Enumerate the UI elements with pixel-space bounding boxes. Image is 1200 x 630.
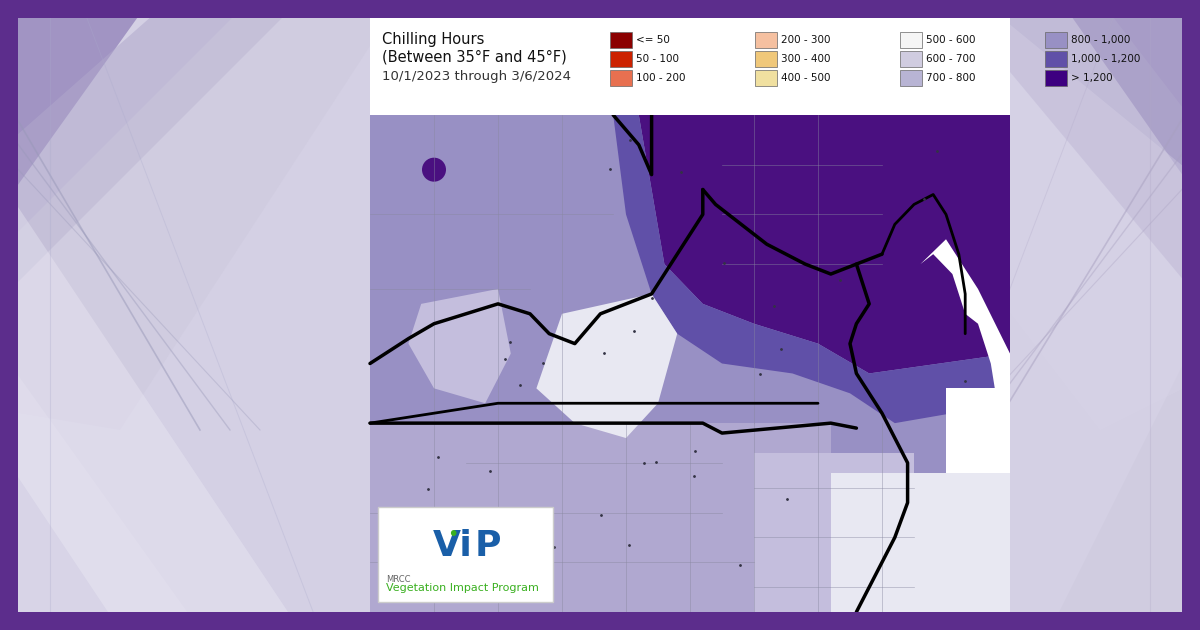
Polygon shape bbox=[370, 423, 830, 612]
Polygon shape bbox=[0, 0, 150, 210]
Text: 800 - 1,000: 800 - 1,000 bbox=[1072, 35, 1130, 45]
Circle shape bbox=[422, 158, 446, 181]
Bar bbox=[755, 32, 778, 48]
Polygon shape bbox=[408, 289, 511, 403]
Polygon shape bbox=[536, 294, 677, 438]
Polygon shape bbox=[946, 388, 1010, 473]
Text: 100 - 200: 100 - 200 bbox=[636, 73, 685, 83]
Text: 600 - 700: 600 - 700 bbox=[926, 54, 976, 64]
Polygon shape bbox=[613, 115, 1010, 423]
Bar bbox=[1045, 51, 1067, 67]
Bar bbox=[900, 70, 922, 86]
Bar bbox=[610, 70, 632, 86]
Bar bbox=[370, 115, 1010, 612]
Polygon shape bbox=[0, 180, 300, 630]
Polygon shape bbox=[754, 453, 914, 612]
Polygon shape bbox=[920, 239, 1010, 438]
Text: 200 - 300: 200 - 300 bbox=[781, 35, 830, 45]
Bar bbox=[755, 51, 778, 67]
Bar bbox=[378, 507, 553, 602]
Bar bbox=[610, 51, 632, 67]
Polygon shape bbox=[638, 115, 1010, 374]
Text: P: P bbox=[475, 529, 502, 563]
Bar bbox=[370, 18, 1010, 115]
Text: Chilling Hours: Chilling Hours bbox=[382, 32, 485, 47]
Bar bbox=[610, 32, 632, 48]
Bar bbox=[0, 0, 1200, 18]
Text: 50 - 100: 50 - 100 bbox=[636, 54, 679, 64]
Polygon shape bbox=[950, 0, 1200, 300]
Text: •: • bbox=[448, 525, 458, 544]
Text: 400 - 500: 400 - 500 bbox=[781, 73, 830, 83]
Bar bbox=[1045, 32, 1067, 48]
Polygon shape bbox=[0, 0, 400, 430]
Text: <= 50: <= 50 bbox=[636, 35, 670, 45]
Text: 1,000 - 1,200: 1,000 - 1,200 bbox=[1072, 54, 1140, 64]
Text: 10/1/2023 through 3/6/2024: 10/1/2023 through 3/6/2024 bbox=[382, 70, 571, 83]
Bar bbox=[900, 51, 922, 67]
Polygon shape bbox=[830, 473, 1010, 612]
Polygon shape bbox=[1060, 0, 1200, 200]
Bar bbox=[370, 18, 1010, 612]
Text: Vi: Vi bbox=[433, 529, 473, 563]
Text: > 1,200: > 1,200 bbox=[1072, 73, 1112, 83]
Text: (Between 35°F and 45°F): (Between 35°F and 45°F) bbox=[382, 50, 566, 65]
Text: MRCC: MRCC bbox=[386, 575, 410, 584]
Bar bbox=[1182, 0, 1200, 630]
Polygon shape bbox=[0, 0, 300, 300]
Bar bbox=[900, 32, 922, 48]
Text: 500 - 600: 500 - 600 bbox=[926, 35, 976, 45]
Polygon shape bbox=[870, 0, 1200, 430]
Bar bbox=[0, 612, 1200, 630]
Polygon shape bbox=[1050, 330, 1200, 630]
Polygon shape bbox=[0, 350, 200, 630]
Bar bbox=[755, 70, 778, 86]
Text: 700 - 800: 700 - 800 bbox=[926, 73, 976, 83]
Text: 300 - 400: 300 - 400 bbox=[781, 54, 830, 64]
Bar bbox=[0, 0, 18, 630]
Text: Vegetation Impact Program: Vegetation Impact Program bbox=[386, 583, 539, 593]
Bar bbox=[1045, 70, 1067, 86]
